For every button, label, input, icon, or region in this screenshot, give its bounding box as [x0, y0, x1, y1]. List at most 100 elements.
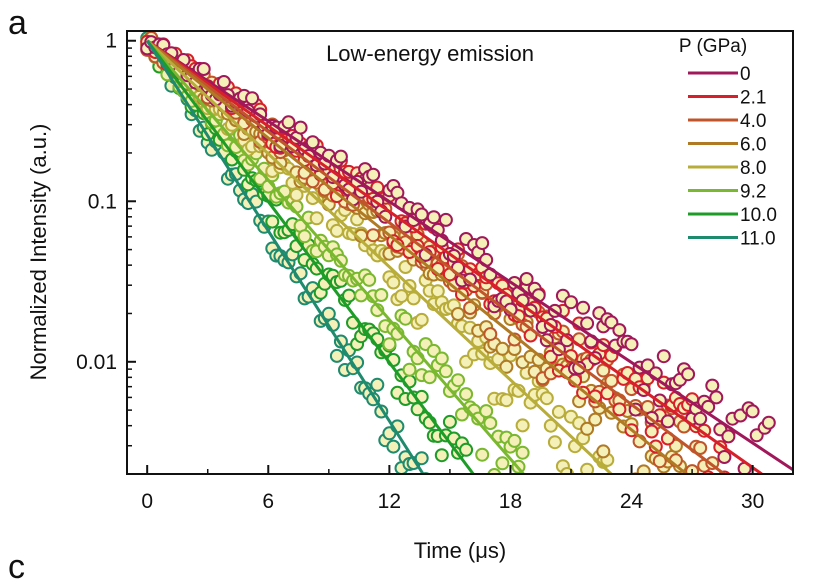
data-point-0 — [681, 367, 696, 382]
x-axis-label: Time (μs) — [414, 538, 507, 563]
data-point-2 — [483, 327, 498, 342]
y-tick-label: 0.1 — [88, 190, 117, 213]
data-point-0 — [576, 300, 591, 315]
data-point-4 — [515, 418, 530, 433]
data-point-2 — [693, 441, 708, 455]
fit-line-3 — [146, 39, 688, 474]
data-point-3 — [631, 472, 641, 474]
legend-label-6: 10.0 — [740, 205, 777, 226]
x-tick-label: 6 — [262, 490, 274, 513]
fit-lines — [145, 39, 793, 474]
data-point-0 — [640, 358, 655, 373]
data-point-0 — [426, 210, 441, 225]
plot-frame — [126, 30, 794, 475]
data-point-0 — [293, 120, 308, 135]
data-point-0 — [216, 75, 231, 89]
legend-label-5: 9.2 — [740, 182, 766, 203]
data-point-1 — [612, 402, 627, 417]
data-point-3 — [580, 421, 595, 436]
data-point-5 — [374, 288, 389, 302]
data-point-5 — [475, 447, 490, 462]
data-point-0 — [656, 349, 671, 364]
fit-line-1 — [146, 39, 763, 474]
data-point-5 — [297, 229, 312, 244]
data-point-0 — [333, 149, 348, 164]
legend-label-1: 2.1 — [740, 88, 766, 109]
data-point-5 — [398, 311, 413, 326]
x-tick-label: 18 — [499, 490, 522, 513]
data-point-3 — [596, 444, 611, 459]
data-point-3 — [499, 359, 514, 374]
x-tick-label: 24 — [620, 490, 644, 513]
data-point-6 — [434, 448, 449, 463]
data-point-5 — [487, 468, 502, 474]
data-point-0 — [281, 115, 296, 130]
data-point-0 — [305, 135, 320, 150]
data-point-4 — [309, 211, 324, 226]
data-point-4 — [329, 223, 344, 238]
data-point-3 — [636, 464, 651, 474]
data-point-3 — [495, 341, 510, 356]
legend-label-7: 11.0 — [740, 229, 776, 250]
data-point-7 — [415, 473, 420, 474]
legend: P (GPa) 0 2.14.0 6.08.0 9.210.0 11.0 — [679, 36, 777, 250]
axis-ticks: 0 6 12 18 24 30 1 0.1 0.01 — [76, 30, 764, 513]
legend-label-4: 8.0 — [740, 158, 766, 179]
data-point-5 — [362, 272, 377, 287]
data-point-0 — [761, 415, 776, 430]
fit-line-2 — [146, 39, 726, 474]
legend-label-3: 6.0 — [740, 135, 766, 156]
y-tick-label: 0.01 — [76, 351, 117, 374]
data-point-1 — [644, 424, 659, 439]
data-point-4 — [406, 291, 421, 306]
data-point-1 — [648, 439, 663, 454]
fit-line-0 — [146, 39, 793, 472]
data-point-2 — [366, 228, 381, 243]
data-point-2 — [652, 454, 667, 469]
data-point-4 — [499, 393, 514, 408]
fit-line-7 — [145, 39, 425, 474]
data-point-0 — [196, 62, 211, 76]
data-point-6 — [342, 288, 356, 303]
data-point-0 — [745, 404, 760, 419]
data-point-4 — [394, 289, 409, 304]
data-point-0 — [519, 272, 534, 286]
data-point-0 — [438, 212, 453, 227]
data-point-5 — [422, 370, 437, 385]
data-point-4 — [539, 391, 554, 406]
data-point-3 — [588, 412, 603, 427]
data-point-0 — [709, 390, 724, 405]
data-point-0 — [660, 414, 675, 429]
data-point-6 — [459, 442, 474, 457]
data-point-0 — [564, 295, 578, 310]
data-point-0 — [245, 91, 260, 106]
x-tick-label: 0 — [141, 490, 153, 513]
data-point-4 — [547, 435, 562, 450]
legend-label-0: 0 — [740, 64, 751, 85]
data-point-5 — [434, 351, 449, 366]
data-point-5 — [438, 364, 453, 379]
data-point-7 — [370, 377, 385, 392]
data-point-5 — [459, 387, 474, 402]
data-point-4 — [551, 404, 566, 419]
x-tick-label: 12 — [378, 490, 401, 513]
data-point-3 — [451, 307, 465, 321]
data-point-7 — [386, 439, 401, 454]
data-point-5 — [483, 416, 498, 431]
data-point-0 — [366, 167, 381, 182]
data-point-4 — [543, 418, 558, 433]
data-point-6 — [467, 473, 473, 474]
data-point-5 — [451, 373, 465, 388]
data-point-6 — [442, 414, 457, 429]
data-point-0 — [624, 337, 639, 352]
data-point-4 — [560, 467, 574, 474]
data-point-4 — [511, 383, 526, 398]
data-point-4 — [386, 275, 401, 290]
data-point-6 — [265, 214, 280, 229]
data-point-0 — [693, 411, 708, 426]
data-point-7 — [329, 348, 344, 363]
data-point-5 — [333, 253, 348, 268]
data-point-5 — [382, 337, 397, 352]
legend-label-2: 4.0 — [740, 111, 766, 132]
